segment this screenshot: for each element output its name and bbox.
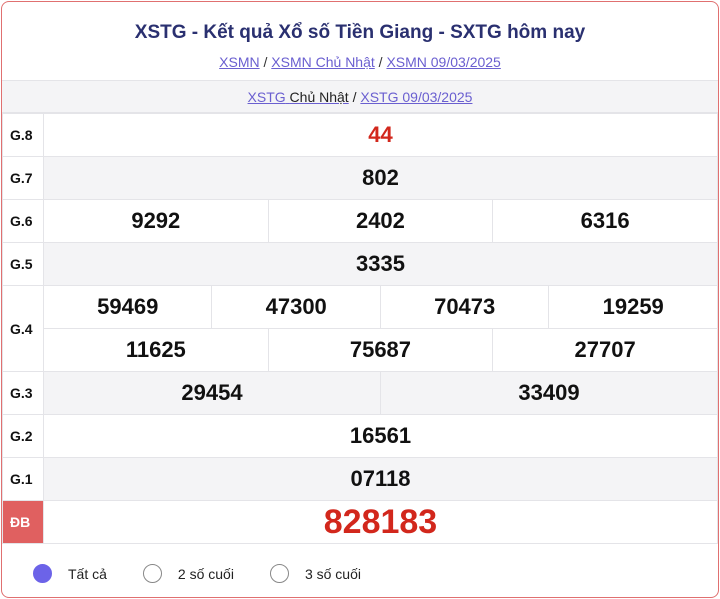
prize-label: G.4 xyxy=(2,285,44,372)
xstg-link-text: XSTG xyxy=(247,89,286,105)
prize-value: 75687 xyxy=(267,328,494,372)
prize-value: 59469 xyxy=(42,285,213,329)
prize-value: 27707 xyxy=(492,328,718,372)
prize-label: G.7 xyxy=(2,156,44,200)
prize-value: 47300 xyxy=(211,285,381,329)
prize-value: 29454 xyxy=(43,371,381,415)
results-table: G.8 44 G.7 802 G.6 9292 2402 6316 G.5 3335 G.4… xyxy=(2,113,718,544)
filter-label: 2 số cuối xyxy=(177,565,234,582)
prize-label: G.6 xyxy=(2,199,44,243)
row-g2: G.2 16561 xyxy=(2,414,718,458)
prize-label: G.3 xyxy=(2,371,44,415)
prize-value: 07118 xyxy=(43,457,718,501)
breadcrumb-xsmn-date[interactable]: XSMN 09/03/2025 xyxy=(386,54,501,70)
prize-label: G.1 xyxy=(2,457,44,501)
digit-filter: Tất cả 2 số cuối 3 số cuối xyxy=(2,564,718,583)
filter-last-2[interactable]: 2 số cuối xyxy=(142,564,234,583)
prize-label: ĐB xyxy=(2,500,44,544)
row-g8: G.8 44 xyxy=(2,113,718,157)
prize-value: 6316 xyxy=(492,199,718,243)
breadcrumb-xsmn-weekday[interactable]: XSMN Chủ Nhật xyxy=(271,54,375,70)
row-g7: G.7 802 xyxy=(2,156,718,200)
special-prize-value: 828183 xyxy=(43,500,718,544)
prize-value: 19259 xyxy=(548,285,718,329)
prize-value: 802 xyxy=(43,156,718,200)
prize-value: 11625 xyxy=(43,328,269,372)
filter-all[interactable]: Tất cả xyxy=(33,564,107,583)
xstg-date-link[interactable]: XSTG 09/03/2025 xyxy=(360,89,473,105)
row-g3: G.3 29454 33409 xyxy=(2,371,718,415)
radio-icon[interactable] xyxy=(142,564,162,583)
row-g5: G.5 3335 xyxy=(2,242,718,286)
prize-value: 70473 xyxy=(379,285,550,329)
radio-icon[interactable] xyxy=(269,564,289,583)
prize-value: 9292 xyxy=(43,199,269,243)
row-g4: G.4 59469 47300 70473 19259 xyxy=(2,285,718,372)
breadcrumb-xsmn[interactable]: XSMN xyxy=(219,54,260,70)
prize-label: G.2 xyxy=(2,414,44,458)
row-g6: G.6 9292 2402 6316 xyxy=(2,199,718,243)
row-g1: G.1 07118 xyxy=(2,457,718,501)
row-g4b: 11625 75687 27707 xyxy=(3,328,718,372)
row-db: ĐB 828183 xyxy=(2,500,718,544)
prize-value: 33409 xyxy=(379,371,718,415)
filter-last-3[interactable]: 3 số cuối xyxy=(269,564,361,583)
radio-selected-icon[interactable] xyxy=(33,564,52,583)
prize-value: 44 xyxy=(43,113,718,157)
prize-value: 16561 xyxy=(43,414,718,458)
prize-label: G.5 xyxy=(2,242,44,286)
weekday-text: Chủ Nhật xyxy=(289,89,349,105)
filter-label: Tất cả xyxy=(68,565,107,582)
prize-value: 2402 xyxy=(267,199,494,243)
filter-label: 3 số cuối xyxy=(304,565,361,582)
xstg-weekday-link[interactable]: XSTG Chủ Nhật xyxy=(248,89,349,105)
prize-value: 3335 xyxy=(43,242,718,286)
prize-label: G.8 xyxy=(2,113,44,157)
breadcrumb: XSMN / XSMN Chủ Nhật / XSMN 09/03/2025 xyxy=(219,54,501,70)
page-title: XSTG - Kết quả Xổ số Tiền Giang - SXTG h… xyxy=(134,22,586,43)
sub-links: XSTG Chủ Nhật / XSTG 09/03/2025 xyxy=(2,80,718,113)
